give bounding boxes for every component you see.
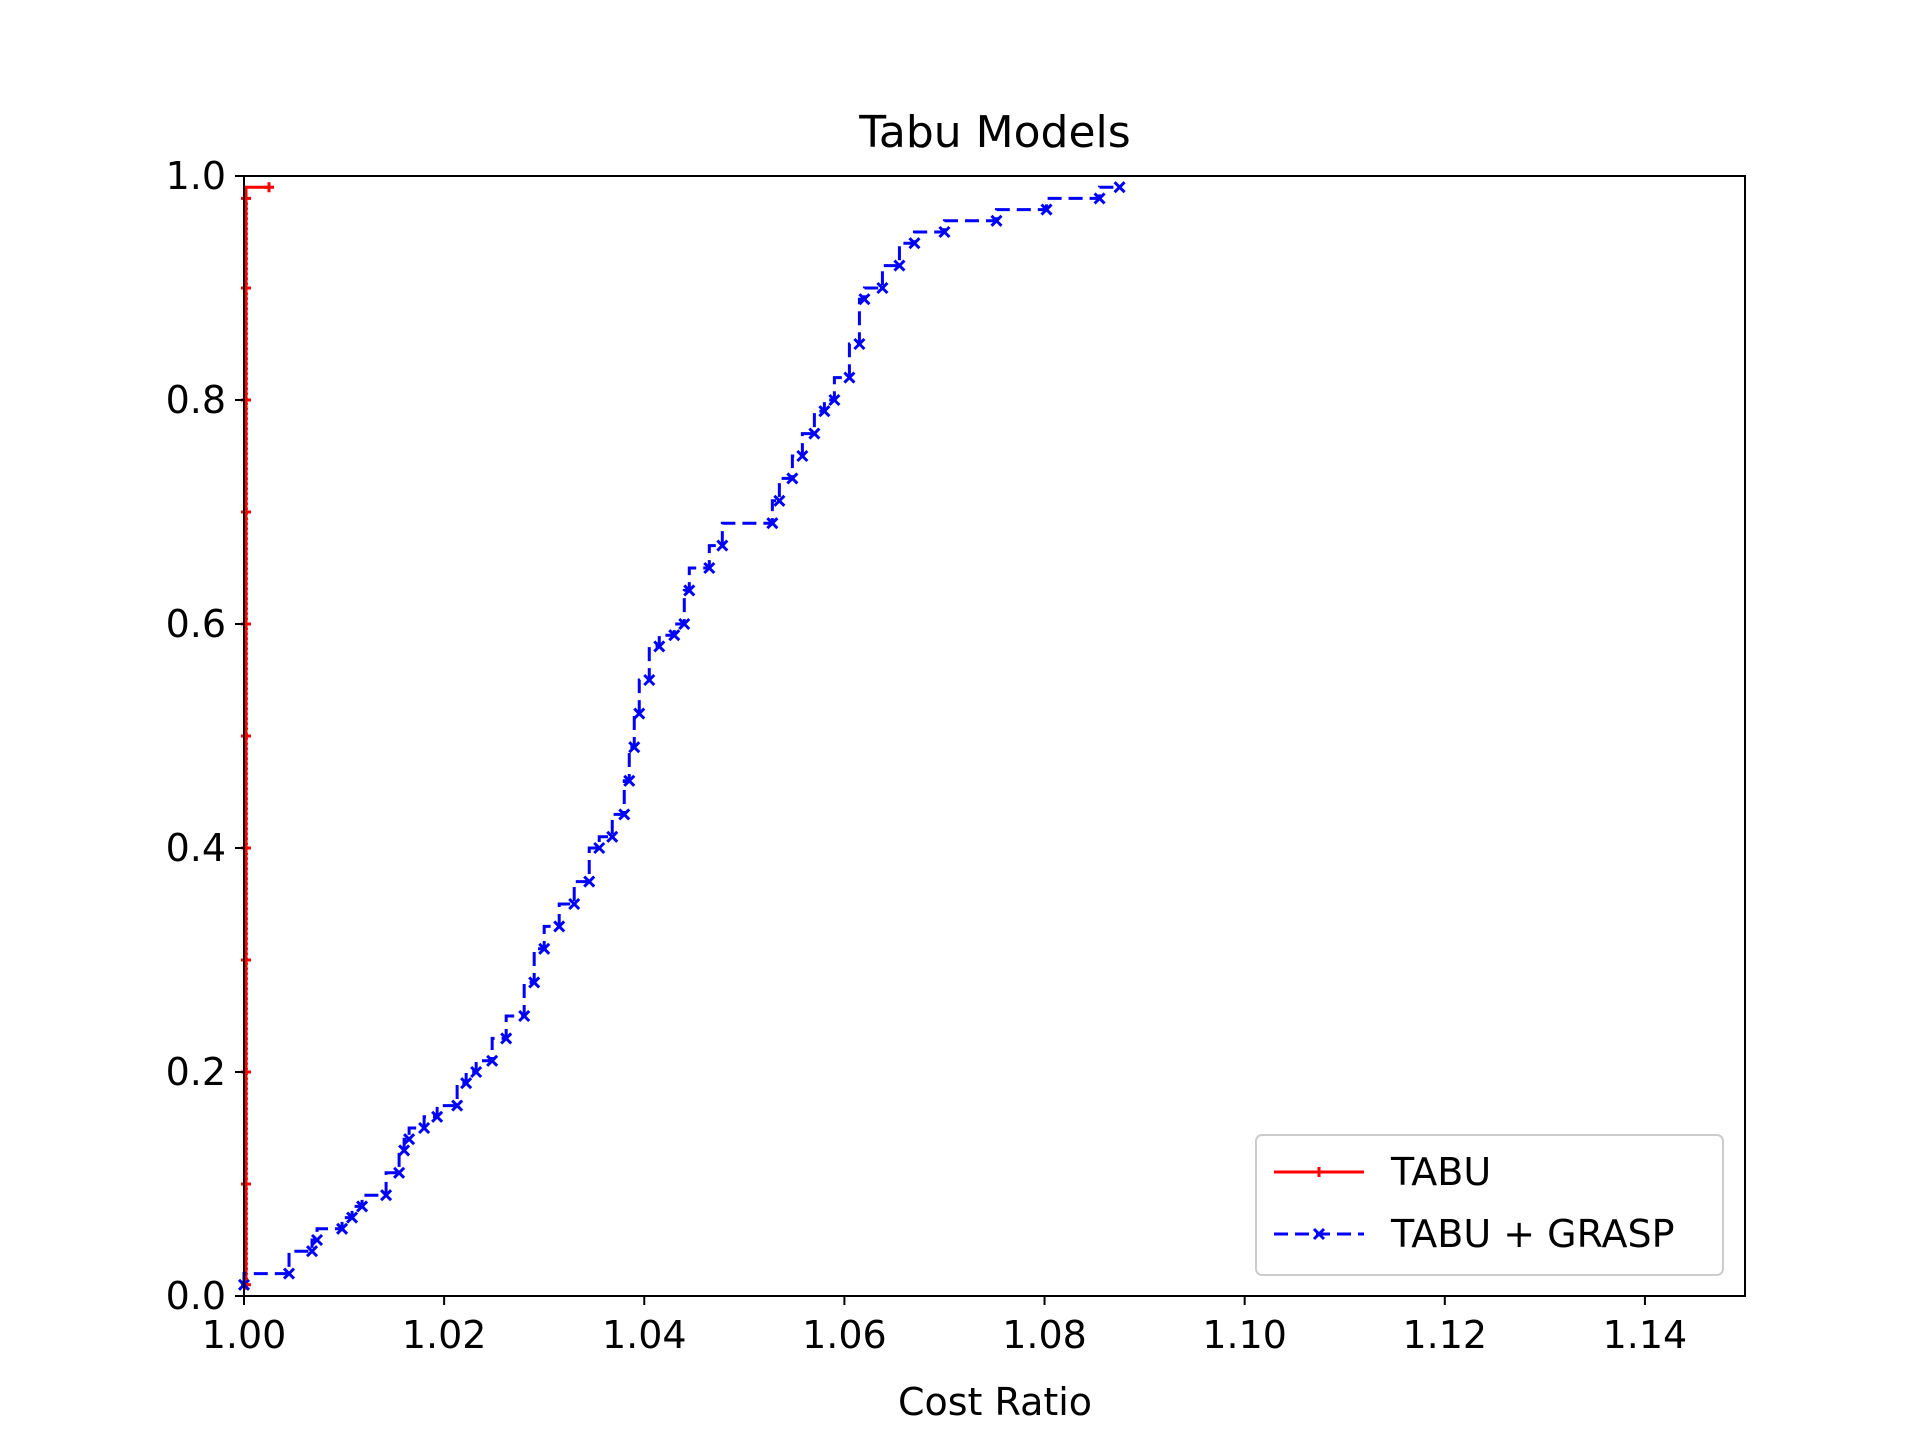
data-point	[264, 182, 275, 193]
data-point	[703, 561, 716, 575]
data-point	[818, 405, 831, 418]
data-point	[241, 955, 252, 965]
data-point	[633, 707, 646, 720]
data-point	[808, 427, 821, 440]
x-axis-label: Cost Ratio	[898, 1380, 1092, 1424]
legend-entry-0: TABU	[1274, 1150, 1491, 1194]
data-point	[470, 1065, 483, 1079]
data-point	[241, 1179, 252, 1189]
plot-area: 1.00 1.02 1.04 1.06 1.08 1.10 1.12 1.14 0.0 0.2 0.…	[166, 154, 1746, 1357]
data-point	[346, 1211, 359, 1224]
x-tick-label: 1.10	[1202, 1313, 1287, 1357]
x-tick-label: 1.06	[802, 1313, 887, 1357]
data-point	[606, 830, 619, 843]
data-point	[241, 731, 252, 741]
legend-label: TABU + GRASP	[1390, 1212, 1674, 1256]
data-point	[628, 741, 641, 754]
data-point	[356, 1200, 369, 1213]
series-1	[237, 181, 1126, 1291]
data-point	[683, 584, 696, 597]
data-point	[668, 629, 681, 642]
y-tick-label: 0.8	[166, 378, 226, 422]
x-tick-label: 1.00	[202, 1313, 287, 1357]
data-point	[1113, 181, 1126, 194]
data-point	[451, 1099, 464, 1112]
data-point	[1093, 192, 1106, 205]
data-point	[908, 237, 921, 250]
legend-marker	[1314, 1167, 1324, 1177]
data-point	[418, 1121, 431, 1135]
data-point	[618, 808, 631, 821]
legend-entry-1: TABU + GRASP	[1274, 1212, 1674, 1256]
data-point	[583, 875, 596, 888]
legend: TABU TABU + GRASP	[1255, 1134, 1724, 1276]
data-point	[786, 472, 799, 485]
data-point	[282, 1267, 296, 1280]
data-point	[716, 539, 729, 552]
data-point	[380, 1189, 393, 1202]
legend-box	[1255, 1134, 1724, 1276]
data-point	[486, 1054, 499, 1067]
data-point	[305, 1245, 319, 1258]
data-point	[568, 897, 581, 911]
x-tick-label: 1.02	[402, 1313, 487, 1357]
data-point	[796, 449, 809, 463]
data-point	[653, 640, 666, 653]
y-tick-label: 0.6	[166, 602, 226, 646]
chart-title: Tabu Models	[858, 107, 1130, 158]
x-tick-label: 1.08	[1002, 1313, 1087, 1357]
x-tick-label: 1.12	[1402, 1313, 1487, 1357]
data-point	[828, 393, 841, 407]
axes-frame	[243, 175, 1746, 1297]
data-point	[593, 841, 606, 855]
data-point	[500, 1032, 513, 1045]
data-point	[858, 293, 871, 306]
data-point	[766, 517, 779, 530]
data-point	[241, 193, 252, 204]
data-point	[528, 976, 541, 989]
y-tick-label: 0.4	[166, 826, 226, 870]
data-point	[538, 942, 551, 955]
x-tick-label: 1.14	[1603, 1313, 1688, 1357]
legend-marker	[1312, 1227, 1326, 1241]
x-tick-label: 1.04	[602, 1313, 687, 1357]
y-tick-label: 1.0	[166, 154, 226, 198]
data-point	[310, 1233, 324, 1247]
data-point	[773, 494, 786, 507]
data-point	[893, 259, 906, 272]
data-point	[623, 774, 636, 787]
data-point	[1040, 203, 1053, 216]
data-point	[241, 283, 252, 293]
data-point	[241, 507, 252, 517]
data-point	[678, 617, 691, 631]
data-point	[876, 281, 889, 295]
y-tick-label: 0.2	[166, 1050, 226, 1094]
data-point	[553, 920, 566, 933]
data-point	[403, 1133, 416, 1146]
data-point	[336, 1222, 349, 1235]
data-point	[990, 214, 1003, 227]
data-point	[843, 371, 856, 384]
y-tick-label: 0.0	[166, 1274, 226, 1318]
data-point	[431, 1110, 444, 1123]
data-point	[938, 225, 951, 239]
data-point	[853, 337, 866, 351]
data-point	[460, 1077, 473, 1090]
data-point	[518, 1009, 531, 1023]
data-point	[643, 673, 656, 687]
data-point	[398, 1144, 411, 1157]
legend-label: TABU	[1390, 1150, 1491, 1194]
data-point	[393, 1166, 406, 1179]
